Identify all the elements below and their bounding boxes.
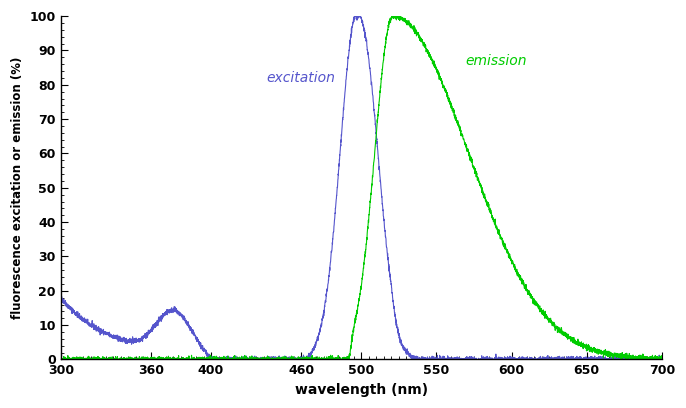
Text: emission: emission [466,54,528,68]
Text: excitation: excitation [267,71,335,85]
X-axis label: wavelength (nm): wavelength (nm) [295,383,428,397]
Y-axis label: fluorescence excitation or emission (%): fluorescence excitation or emission (%) [11,57,24,319]
